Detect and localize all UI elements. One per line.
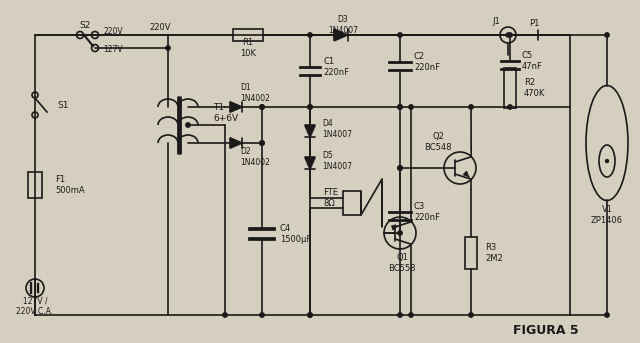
Circle shape [260,141,264,145]
Circle shape [166,46,170,50]
Circle shape [468,105,473,109]
Circle shape [398,105,402,109]
Bar [343,191,361,215]
Circle shape [605,313,609,317]
Circle shape [260,313,264,317]
Text: S2: S2 [79,21,91,29]
Text: C1
220nF: C1 220nF [323,57,349,77]
Circle shape [398,166,402,170]
Text: 220V: 220V [103,26,123,35]
Circle shape [308,313,312,317]
Bar [465,237,477,269]
Circle shape [260,141,264,145]
Text: R1
10K: R1 10K [240,38,256,58]
Circle shape [186,123,190,127]
Circle shape [398,313,402,317]
Text: D5
1N4007: D5 1N4007 [322,151,352,171]
Text: R2
470K: R2 470K [524,78,545,98]
Text: FIGURA 5: FIGURA 5 [513,323,579,336]
Text: Q2
BC548: Q2 BC548 [424,132,452,152]
Circle shape [398,33,402,37]
Text: C4
1500μF: C4 1500μF [280,224,311,244]
Bar [504,68,516,108]
Circle shape [308,105,312,109]
Circle shape [260,105,264,109]
Text: D1
1N4002: D1 1N4002 [240,83,270,103]
Text: J1: J1 [492,17,500,26]
Text: R3
2M2: R3 2M2 [485,243,503,263]
Text: FTE
8Ω: FTE 8Ω [323,188,338,208]
Text: C2
220nF: C2 220nF [414,52,440,72]
Text: T1
6+6V: T1 6+6V [213,103,238,123]
Circle shape [308,33,312,37]
Circle shape [506,33,510,37]
Text: Q1
BC558: Q1 BC558 [388,253,416,273]
Text: 127V /
220V C.A.: 127V / 220V C.A. [17,296,54,316]
Text: F1
500mA: F1 500mA [55,175,84,195]
Polygon shape [305,125,315,137]
Text: D2
1N4002: D2 1N4002 [240,147,270,167]
Bar [28,172,42,198]
Text: P1: P1 [529,19,539,27]
Circle shape [308,105,312,109]
Polygon shape [334,29,348,41]
Bar [233,29,263,41]
Circle shape [223,313,227,317]
Text: D3
1N4007: D3 1N4007 [328,15,358,35]
Circle shape [409,105,413,109]
Text: 220V: 220V [149,23,171,32]
Circle shape [468,313,473,317]
Polygon shape [305,157,315,169]
Polygon shape [230,102,242,112]
Text: C5
47nF: C5 47nF [522,51,543,71]
Circle shape [508,33,512,37]
Circle shape [605,159,609,163]
Circle shape [260,105,264,109]
Polygon shape [230,138,242,148]
Circle shape [308,313,312,317]
Circle shape [605,33,609,37]
Circle shape [398,231,402,235]
Circle shape [409,313,413,317]
Text: 127V: 127V [103,46,123,55]
Text: D4
1N4007: D4 1N4007 [322,119,352,139]
Text: C3
220nF: C3 220nF [414,202,440,222]
Circle shape [398,105,402,109]
Circle shape [398,166,402,170]
Text: V1
ZP1406: V1 ZP1406 [591,205,623,225]
Circle shape [508,105,512,109]
Text: S1: S1 [57,100,68,109]
